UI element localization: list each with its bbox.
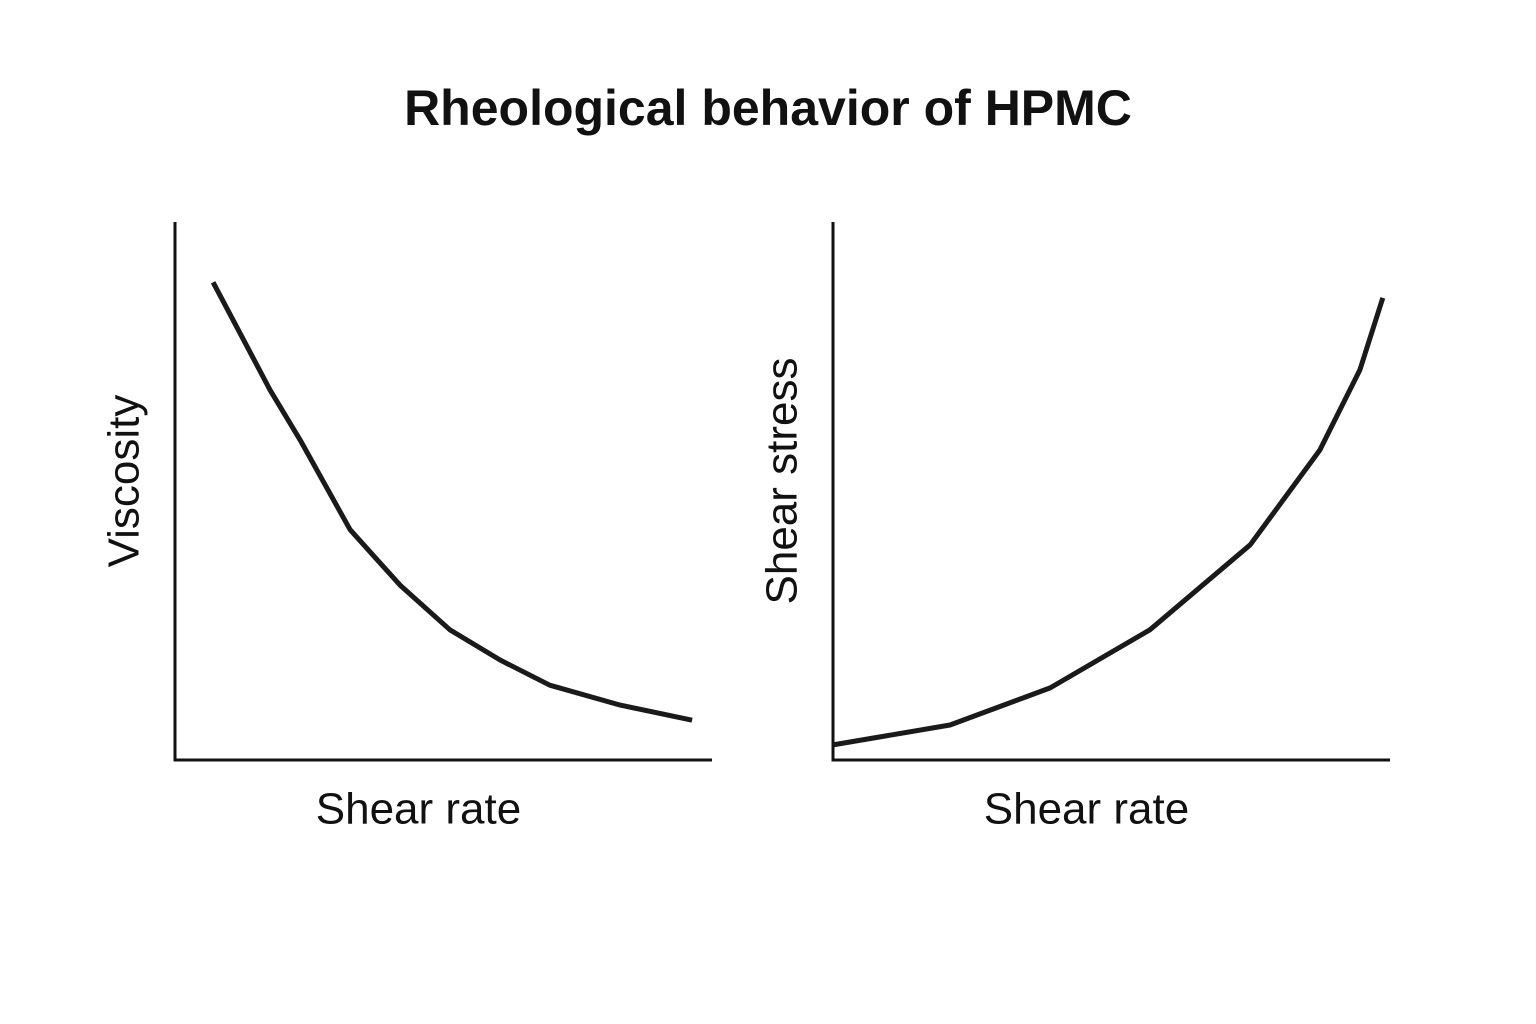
data-line <box>832 297 1386 748</box>
data-line <box>210 281 693 723</box>
x-axis-label: Shear rate <box>316 785 521 834</box>
x-axis-label: Shear rate <box>984 785 1189 834</box>
axes <box>173 222 712 762</box>
y-axis-label: Viscosity <box>100 395 149 568</box>
axes <box>831 222 1390 762</box>
chart-title: Rheological behavior of HPMC <box>404 80 1132 136</box>
y-axis-label: Shear stress <box>758 358 807 605</box>
